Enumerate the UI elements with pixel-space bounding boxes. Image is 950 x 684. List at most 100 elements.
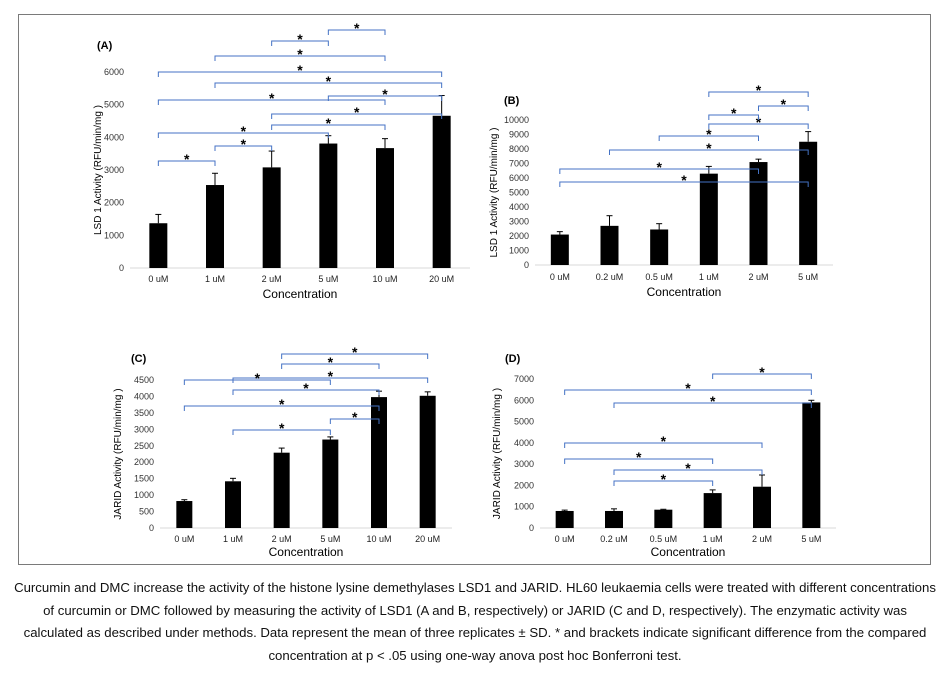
significance-bracket [613,469,763,475]
x-axis-title: Concentration [651,545,726,559]
y-tick-label: 0 [529,523,534,533]
bar [703,493,722,528]
x-tick-label: 5 uM [318,274,338,284]
y-axis-title: JARID Activity (RFU/min/mg ) [492,388,503,519]
bar [799,141,818,265]
significance-star: * [382,86,388,102]
x-tick-label: 5 uM [801,534,821,544]
significance-bracket [214,145,273,151]
y-tick-label: 6000 [104,67,124,77]
significance-star: * [328,354,334,370]
bar [376,148,394,268]
significance-bracket [157,71,443,77]
significance-bracket [758,105,809,111]
significance-star: * [656,159,662,175]
y-tick-label: 6000 [514,395,534,405]
significance-star: * [241,136,247,152]
significance-star: * [326,73,332,89]
bar [322,439,339,528]
figure-frame [18,14,931,565]
significance-star: * [269,90,275,106]
bar [654,509,673,528]
y-tick-label: 10000 [504,115,529,125]
bar [319,143,338,268]
y-tick-label: 0 [524,260,529,270]
significance-bracket [708,91,809,97]
significance-star: * [255,370,261,386]
chart-panel: (A) 0 1000 2000 3000 4000 5000 6000 0 uM 1 uM 2 uM… [93,20,470,301]
y-tick-label: 500 [139,507,154,517]
x-tick-label: 0 uM [555,534,575,544]
x-tick-label: 1 uM [205,274,225,284]
significance-bracket [613,480,714,486]
y-axis-title: LSD 1 Activity (RFU/min/mg ) [93,105,104,235]
significance-star: * [706,140,712,156]
y-tick-label: 4000 [509,202,529,212]
y-tick-label: 9000 [509,130,529,140]
y-tick-label: 0 [149,523,154,533]
significance-bracket [613,402,812,408]
x-tick-label: 20 uM [415,534,440,544]
bar [432,115,451,268]
significance-star: * [636,449,642,465]
significance-star: * [184,151,190,167]
x-tick-label: 10 uM [366,534,391,544]
significance-bracket [157,99,386,105]
bar [802,402,821,528]
x-axis-title: Concentration [269,545,344,559]
bar [699,173,718,265]
significance-star: * [710,393,716,409]
y-tick-label: 1000 [104,230,124,240]
significance-bracket [609,149,809,155]
significance-star: * [352,344,358,360]
chart-panel: (C) 0 500 1000 1500 2000 2500 3000 3500 4000 4500 0… [113,344,452,559]
panel-label: (C) [131,353,147,365]
y-tick-label: 2000 [509,231,529,241]
y-tick-label: 4500 [134,375,154,385]
bar [206,185,224,268]
y-tick-label: 1000 [514,502,534,512]
x-tick-label: 1 uM [223,534,243,544]
significance-bracket [157,160,216,166]
panel-label: (B) [504,95,520,107]
x-tick-label: 20 uM [429,274,454,284]
significance-star: * [685,460,691,476]
significance-bracket [658,135,759,141]
significance-bracket [559,181,809,187]
y-axis-title: LSD 1 Activity (RFU/min/mg ) [489,127,500,257]
x-tick-label: 5 uM [798,272,818,282]
x-tick-label: 0 uM [550,272,570,282]
significance-star: * [685,380,691,396]
y-tick-label: 4000 [514,438,534,448]
bar [605,510,623,528]
significance-star: * [759,364,765,380]
bar [262,167,281,268]
bar [371,397,387,528]
y-tick-label: 5000 [514,417,534,427]
y-tick-label: 3000 [134,424,154,434]
y-tick-label: 2000 [134,457,154,467]
bar [600,225,619,265]
x-axis-title: Concentration [263,287,338,301]
chart-panel: (B) 0 1000 2000 3000 4000 5000 6000 7000 8000 9000… [489,82,833,299]
bar [176,501,193,528]
panel-label: (A) [97,40,113,52]
significance-star: * [354,104,360,120]
y-tick-label: 1000 [134,490,154,500]
significance-star: * [731,105,737,121]
y-tick-label: 3000 [514,459,534,469]
y-tick-label: 2000 [104,198,124,208]
y-tick-label: 1000 [509,246,529,256]
x-tick-label: 1 uM [699,272,719,282]
bar [753,486,771,528]
significance-star: * [706,126,712,142]
significance-star: * [352,409,358,425]
x-axis-title: Concentration [647,285,722,299]
x-tick-label: 0.5 uM [650,534,678,544]
significance-bracket [327,95,443,101]
x-tick-label: 0.5 uM [645,272,673,282]
figure-caption: Curcumin and DMC increase the activity o… [14,580,936,663]
y-tick-label: 4000 [104,132,124,142]
bar [273,452,290,528]
